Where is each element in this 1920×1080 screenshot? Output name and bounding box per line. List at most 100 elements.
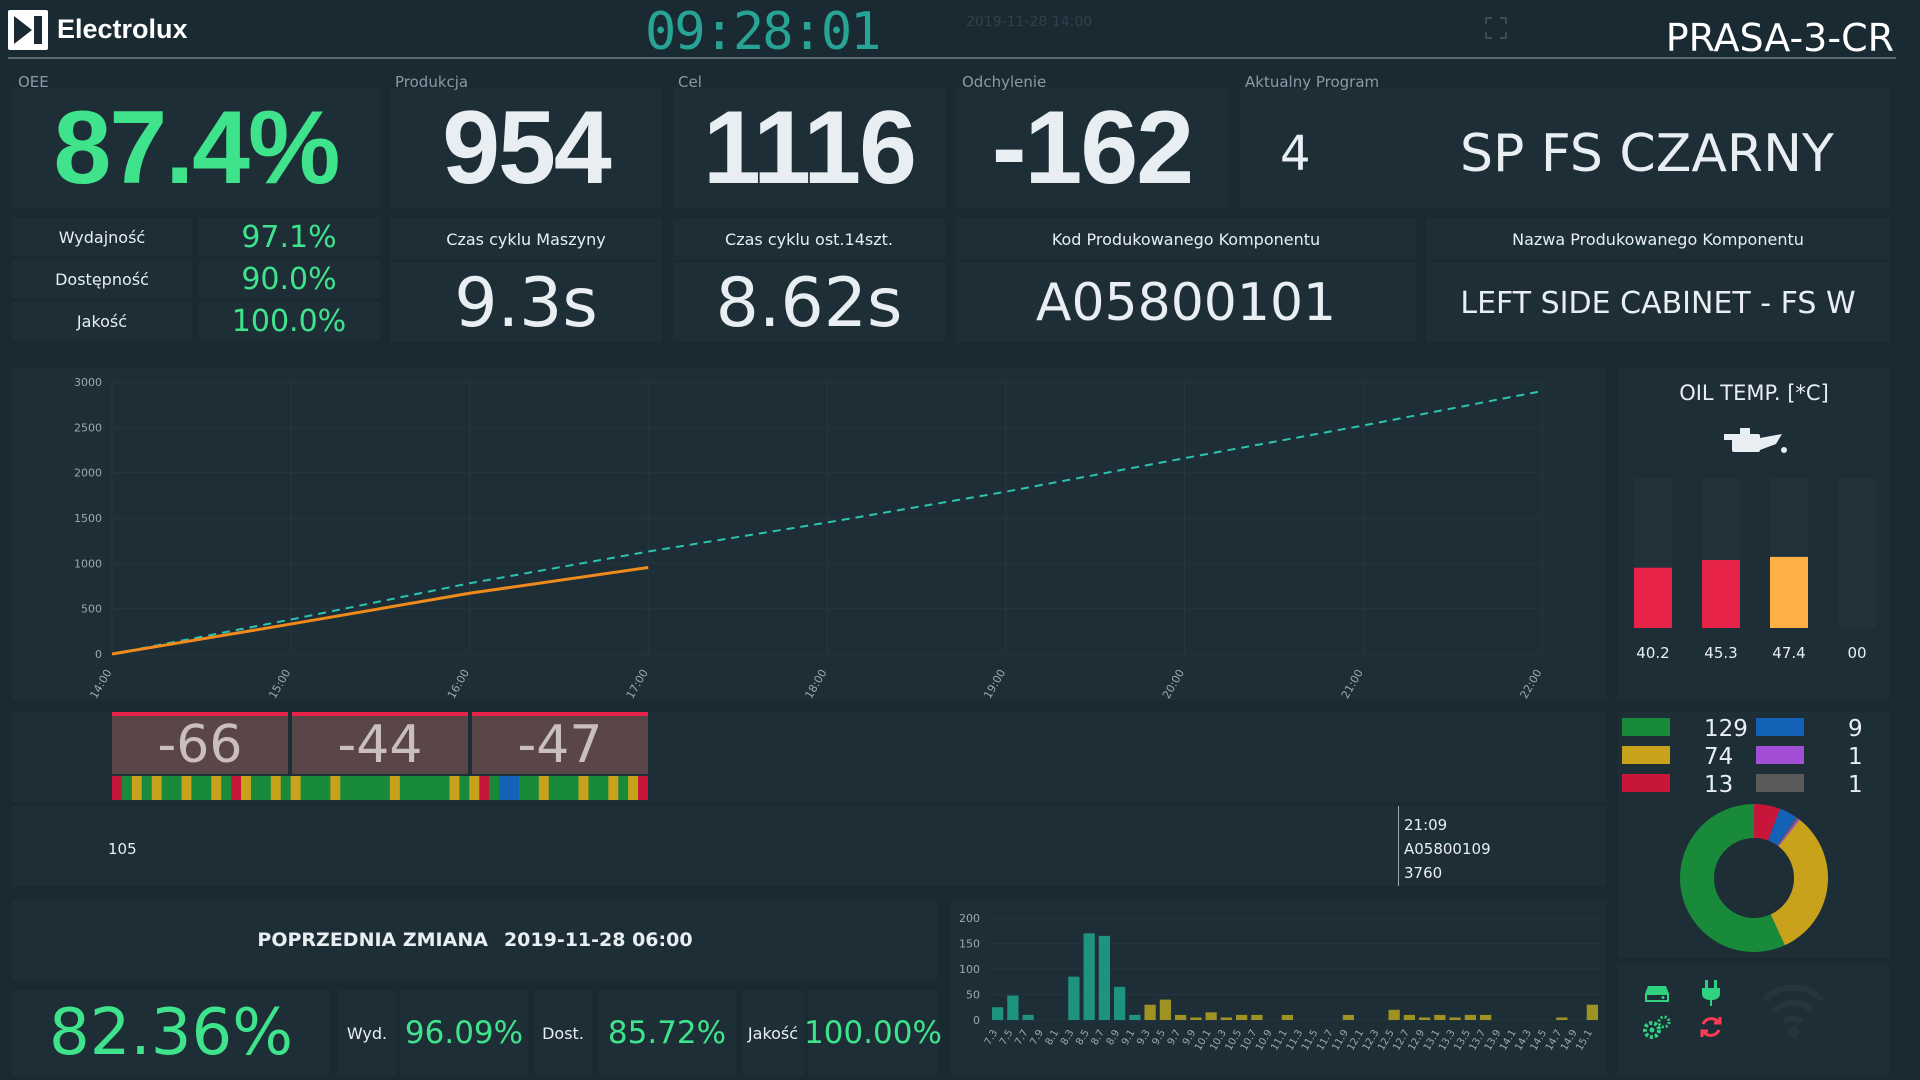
oee-tile: 87.4% [12, 88, 380, 208]
status-segment [250, 776, 262, 800]
program-number: 4 [1280, 126, 1311, 182]
status-segment [151, 776, 163, 800]
legend-value: 9 [1848, 716, 1863, 742]
dost-value: 85.72% [598, 990, 736, 1076]
logo-text: Electrolux [57, 14, 188, 44]
legend-value: 1 [1848, 772, 1863, 798]
component-name-value: LEFT SIDE CABINET - FS W [1460, 285, 1856, 321]
production-line-chart: 0 500 1000 1500 2000 2500 3000 14:00 15:00 16:00 1… [74, 376, 1545, 701]
x-tick-label: 8.1 [1044, 1028, 1061, 1047]
oil-temp-label: 45.3 [1704, 644, 1738, 662]
status-segment [161, 776, 173, 800]
server-icon [1644, 984, 1670, 1006]
status-segment [608, 776, 619, 800]
histogram-bar [1464, 1014, 1476, 1020]
donut-slice [1768, 808, 1797, 846]
x-tick-label: 8.7 [1089, 1028, 1106, 1047]
status-segment [409, 776, 421, 800]
production-value: 954 [442, 89, 612, 206]
y-tick-label: 0 [95, 648, 102, 661]
header-divider [8, 57, 1896, 59]
status-segment [588, 776, 599, 800]
donut-slice [1754, 804, 1781, 841]
x-tick-label: 7.7 [1013, 1028, 1030, 1047]
status-segment [380, 776, 391, 800]
y-tick-label: 3000 [74, 376, 102, 389]
status-donut-chart [1680, 804, 1828, 952]
previous-shift-date: 2019-11-28 06:00 [503, 929, 693, 951]
oil-can-icon [1724, 422, 1788, 458]
x-tick-label: 8.9 [1105, 1028, 1122, 1047]
status-segment [499, 776, 510, 800]
legend-value: 74 [1704, 744, 1734, 770]
histogram-bar [1586, 1004, 1598, 1020]
histogram-bar [1114, 986, 1126, 1020]
oil-temp-labels: 40.2 45.3 47.4 00 [1618, 644, 1890, 668]
histogram-bar [1007, 995, 1019, 1020]
oil-bar [1702, 560, 1740, 628]
status-segment [429, 776, 441, 800]
target-tile: 1116 [673, 88, 945, 208]
histogram-bar [1144, 1004, 1156, 1020]
status-segment [389, 776, 401, 800]
status-segment [112, 776, 123, 800]
x-tick-label: 18:00 [802, 667, 829, 700]
status-segment [509, 776, 520, 800]
breakdown-row: Jakość 100.0% [12, 302, 380, 340]
status-segment [290, 776, 302, 800]
status-segment [479, 776, 490, 800]
donut-slice [1776, 817, 1798, 846]
status-timeline-strip [112, 776, 648, 800]
oil-temp-bars [1634, 478, 1876, 628]
legend-swatch [1756, 746, 1804, 764]
gears-icon [1642, 1014, 1672, 1042]
status-segment [370, 776, 381, 800]
oil-temp-title: OIL TEMP. [*C] [1679, 381, 1829, 405]
status-segment [489, 776, 500, 800]
status-segment [638, 776, 648, 800]
timeline-marker-line [1398, 806, 1399, 886]
fullscreen-icon[interactable] [1484, 16, 1508, 40]
timestamp: 2019-11-28 14:00 [966, 14, 1093, 30]
series-line-actual [111, 566, 649, 656]
legend-swatch [1622, 718, 1670, 736]
oee-breakdown: Wydajność 97.1% Dostępność 90.0% Jakość … [12, 218, 380, 342]
status-segment [340, 776, 351, 800]
legend-value: 13 [1704, 772, 1734, 798]
plug-icon [1700, 980, 1722, 1006]
histogram-bar [1098, 935, 1110, 1020]
timeline-left-label: 105 [108, 840, 137, 858]
production-tile: 954 [390, 88, 662, 208]
x-tick-label: 16:00 [445, 667, 472, 700]
x-tick-label: 9.1 [1120, 1028, 1137, 1047]
breakdown-label: Wydajność [12, 218, 192, 256]
status-legend-panel: 129 9 74 1 13 1 [1618, 712, 1890, 958]
deviation-tile: -162 [956, 88, 1228, 208]
legend-swatch [1622, 774, 1670, 792]
oil-bar [1634, 567, 1672, 628]
status-segment [528, 776, 540, 800]
histogram-bar [1434, 1014, 1446, 1020]
breakdown-row: Wydajność 97.1% [12, 218, 380, 256]
breakdown-value: 100.0% [198, 302, 380, 340]
y-tick-label: 500 [81, 603, 102, 616]
x-tick-label: 19:00 [981, 667, 1008, 700]
refresh-icon[interactable] [1698, 1014, 1724, 1040]
status-segment [241, 776, 252, 800]
legend-grid: 129 9 74 1 13 1 [1622, 716, 1886, 800]
status-segment [310, 776, 321, 800]
dost-label: Dost. [534, 990, 592, 1076]
wifi-icon [1758, 978, 1828, 1038]
status-segment [469, 776, 480, 800]
histogram-bar [1403, 1014, 1415, 1020]
electrolux-logo [8, 10, 48, 50]
x-tick-label: 21:00 [1339, 667, 1366, 700]
previous-oee-value: 82.36% [48, 996, 294, 1070]
x-tick-label: 9.5 [1150, 1028, 1167, 1047]
x-tick-label: 8.3 [1059, 1028, 1076, 1047]
jakosc-label: Jakość [742, 990, 804, 1076]
status-segment [330, 776, 341, 800]
cycle-histogram-panel: 0 50 100 150 200 7.3 7.5 7.7 7.9 8.1 8.3 8.5 8.7 8.9 9… [950, 900, 1606, 1076]
y-tick-label: 2500 [74, 421, 102, 434]
y-tick-label: 200 [959, 912, 980, 925]
